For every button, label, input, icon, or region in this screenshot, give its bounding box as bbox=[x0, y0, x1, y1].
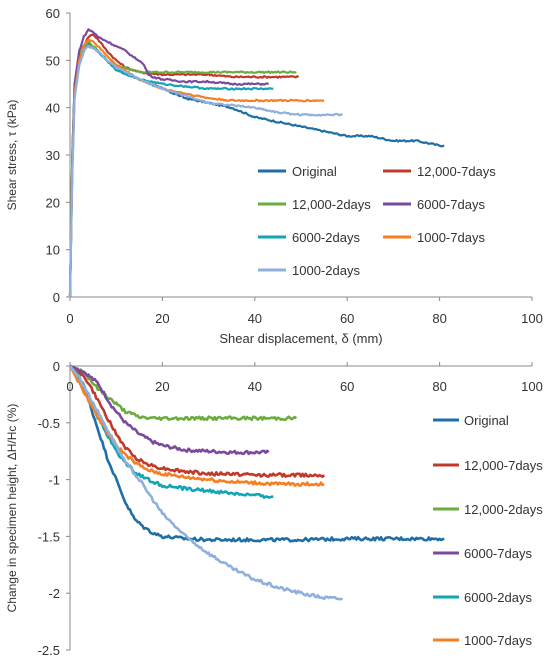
y-tick-label: 0 bbox=[53, 290, 60, 305]
series-line-6000-7days bbox=[69, 364, 270, 456]
height-change-chart: 0 20 40 60 80 100 0 -0.5 -1 -1.5 -2 -2.5 Change in s… bbox=[5, 359, 543, 658]
series-line-1000-2days bbox=[68, 44, 343, 298]
series-line-1000-7days bbox=[68, 365, 325, 487]
y-tick-label: -0.5 bbox=[38, 416, 60, 431]
series-line-original bbox=[68, 365, 445, 543]
y-tick-label: 60 bbox=[46, 6, 60, 21]
y-tick-label: 50 bbox=[46, 53, 60, 68]
y-tick-label: 10 bbox=[46, 243, 60, 258]
legend: Original 12,000-7days 12,000-2days 6000-7da… bbox=[433, 413, 543, 648]
legend-label: 12,000-2days bbox=[292, 197, 371, 212]
y-tick-label: 20 bbox=[46, 195, 60, 210]
y-axis-label: Change in specimen height, ΔH/Hc (%) bbox=[5, 404, 19, 613]
y-tick-label: -1 bbox=[48, 473, 60, 488]
series-line-1000-7days bbox=[68, 38, 325, 298]
legend-label: 1000-7days bbox=[464, 633, 532, 648]
legend: Original 12,000-7days 12,000-2days 6000-7da… bbox=[258, 164, 496, 278]
legend-label: 6000-7days bbox=[417, 197, 485, 212]
legend-label: 12,000-7days bbox=[417, 164, 496, 179]
x-axis-label: Shear displacement, δ (mm) bbox=[219, 331, 382, 346]
x-tick-label: 60 bbox=[340, 379, 354, 394]
x-tick-label: 60 bbox=[340, 311, 354, 326]
y-tick-label: 30 bbox=[46, 148, 60, 163]
x-tick-label: 40 bbox=[248, 379, 262, 394]
y-tick-label: -1.5 bbox=[38, 529, 60, 544]
x-tick-label: 100 bbox=[521, 311, 543, 326]
legend-label: 6000-7days bbox=[464, 546, 532, 561]
legend-label: 12,000-2days bbox=[464, 502, 543, 517]
x-tick-label: 0 bbox=[66, 379, 73, 394]
shear-stress-chart: 0 20 40 60 80 100 0 10 20 30 40 50 60 Shear displacem… bbox=[5, 6, 543, 346]
x-tick-label: 80 bbox=[432, 311, 446, 326]
legend-label: 6000-2days bbox=[292, 230, 360, 245]
legend-label: 1000-7days bbox=[417, 230, 485, 245]
legend-label: Original bbox=[292, 164, 337, 179]
series-line-12-000-2days bbox=[68, 39, 297, 298]
y-tick-label: 0 bbox=[53, 359, 60, 374]
x-tick-label: 40 bbox=[248, 311, 262, 326]
series-line-1000-2days bbox=[68, 365, 343, 601]
series-line-6000-7days bbox=[68, 28, 270, 298]
x-tick-label: 20 bbox=[155, 379, 169, 394]
series-line-12-000-7days bbox=[69, 364, 326, 478]
legend-label: 1000-2days bbox=[292, 263, 360, 278]
legend-label: 6000-2days bbox=[464, 590, 532, 605]
x-tick-label: 100 bbox=[521, 379, 543, 394]
y-tick-label: -2.5 bbox=[38, 643, 60, 658]
x-tick-label: 20 bbox=[155, 311, 169, 326]
series-line-12-000-2days bbox=[69, 364, 298, 422]
series-line-12-000-7days bbox=[68, 33, 300, 298]
y-tick-label: -2 bbox=[48, 586, 60, 601]
x-tick-label: 0 bbox=[66, 311, 73, 326]
legend-label: 12,000-7days bbox=[464, 458, 543, 473]
y-tick-label: 40 bbox=[46, 101, 60, 116]
y-axis-label: Shear stress, τ (kPa) bbox=[5, 100, 19, 211]
series-line-6000-2days bbox=[68, 365, 274, 499]
legend-label: Original bbox=[464, 413, 509, 428]
x-tick-label: 80 bbox=[432, 379, 446, 394]
